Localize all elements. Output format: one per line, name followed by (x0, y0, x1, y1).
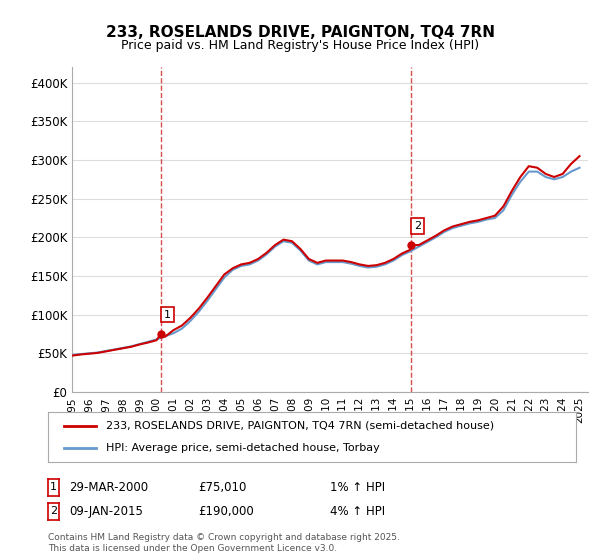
Text: Contains HM Land Registry data © Crown copyright and database right 2025.
This d: Contains HM Land Registry data © Crown c… (48, 533, 400, 553)
Text: £190,000: £190,000 (198, 505, 254, 518)
Text: 1% ↑ HPI: 1% ↑ HPI (330, 480, 385, 494)
Text: 233, ROSELANDS DRIVE, PAIGNTON, TQ4 7RN: 233, ROSELANDS DRIVE, PAIGNTON, TQ4 7RN (106, 25, 494, 40)
Text: 1: 1 (164, 310, 171, 320)
Text: HPI: Average price, semi-detached house, Torbay: HPI: Average price, semi-detached house,… (106, 443, 380, 453)
Text: 2: 2 (50, 506, 57, 516)
Text: £75,010: £75,010 (198, 480, 247, 494)
Text: 4% ↑ HPI: 4% ↑ HPI (330, 505, 385, 518)
Text: 2: 2 (414, 221, 421, 231)
Text: 233, ROSELANDS DRIVE, PAIGNTON, TQ4 7RN (semi-detached house): 233, ROSELANDS DRIVE, PAIGNTON, TQ4 7RN … (106, 421, 494, 431)
Text: 09-JAN-2015: 09-JAN-2015 (69, 505, 143, 518)
Text: Price paid vs. HM Land Registry's House Price Index (HPI): Price paid vs. HM Land Registry's House … (121, 39, 479, 52)
Text: 29-MAR-2000: 29-MAR-2000 (69, 480, 148, 494)
Text: 1: 1 (50, 482, 57, 492)
